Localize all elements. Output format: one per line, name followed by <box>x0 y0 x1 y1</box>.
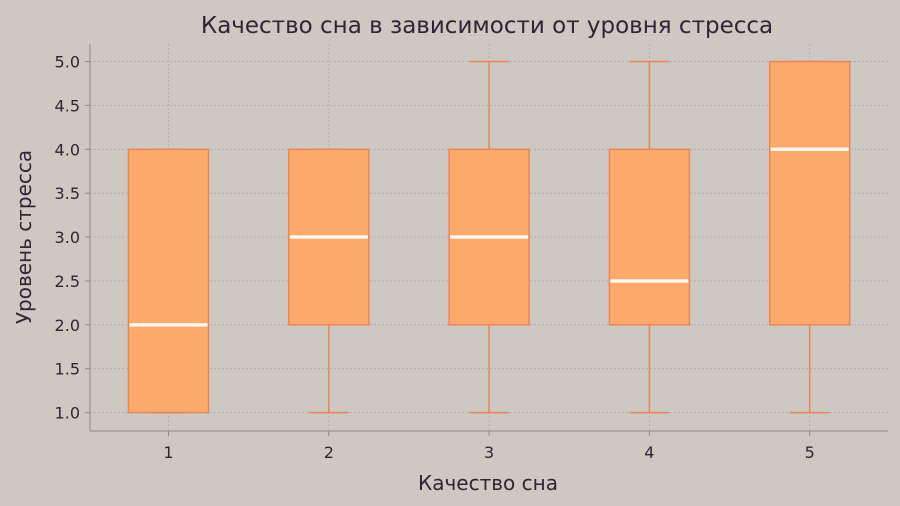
chart-title: Качество сна в зависимости от уровня стр… <box>201 13 773 39</box>
box-group <box>608 60 691 414</box>
y-tick-label: 1.0 <box>55 404 80 423</box>
y-tick-label: 2.5 <box>55 272 80 291</box>
box-rect <box>608 148 691 326</box>
box-group <box>448 60 530 414</box>
tick-labels: 1.0 1.5 2.0 2.5 3.0 3.5 4.0 4.5 5.0 1 2 3 4 5 <box>55 53 815 462</box>
x-tick-label: 5 <box>805 443 815 462</box>
x-tick-label: 4 <box>644 443 654 462</box>
x-axis-label: Качество сна <box>418 471 558 495</box>
x-tick-label: 2 <box>324 443 334 462</box>
y-axis-label: Уровень стресса <box>12 150 36 324</box>
boxes <box>127 60 851 414</box>
y-tick-label: 4.5 <box>55 96 80 115</box>
x-tick-label: 1 <box>163 443 173 462</box>
box-rect <box>127 148 210 414</box>
y-tick-label: 1.5 <box>55 360 80 379</box>
x-tick-label: 3 <box>484 443 494 462</box>
box-group <box>288 148 370 414</box>
y-tick-label: 4.0 <box>55 140 80 159</box>
y-tick-label: 3.5 <box>55 184 80 203</box>
y-tick-label: 2.0 <box>55 316 80 335</box>
y-tick-label: 5.0 <box>55 53 80 72</box>
box-group <box>768 60 851 414</box>
box-group <box>127 148 210 414</box>
y-tick-label: 3.0 <box>55 228 80 247</box>
box-rect <box>768 60 851 326</box>
